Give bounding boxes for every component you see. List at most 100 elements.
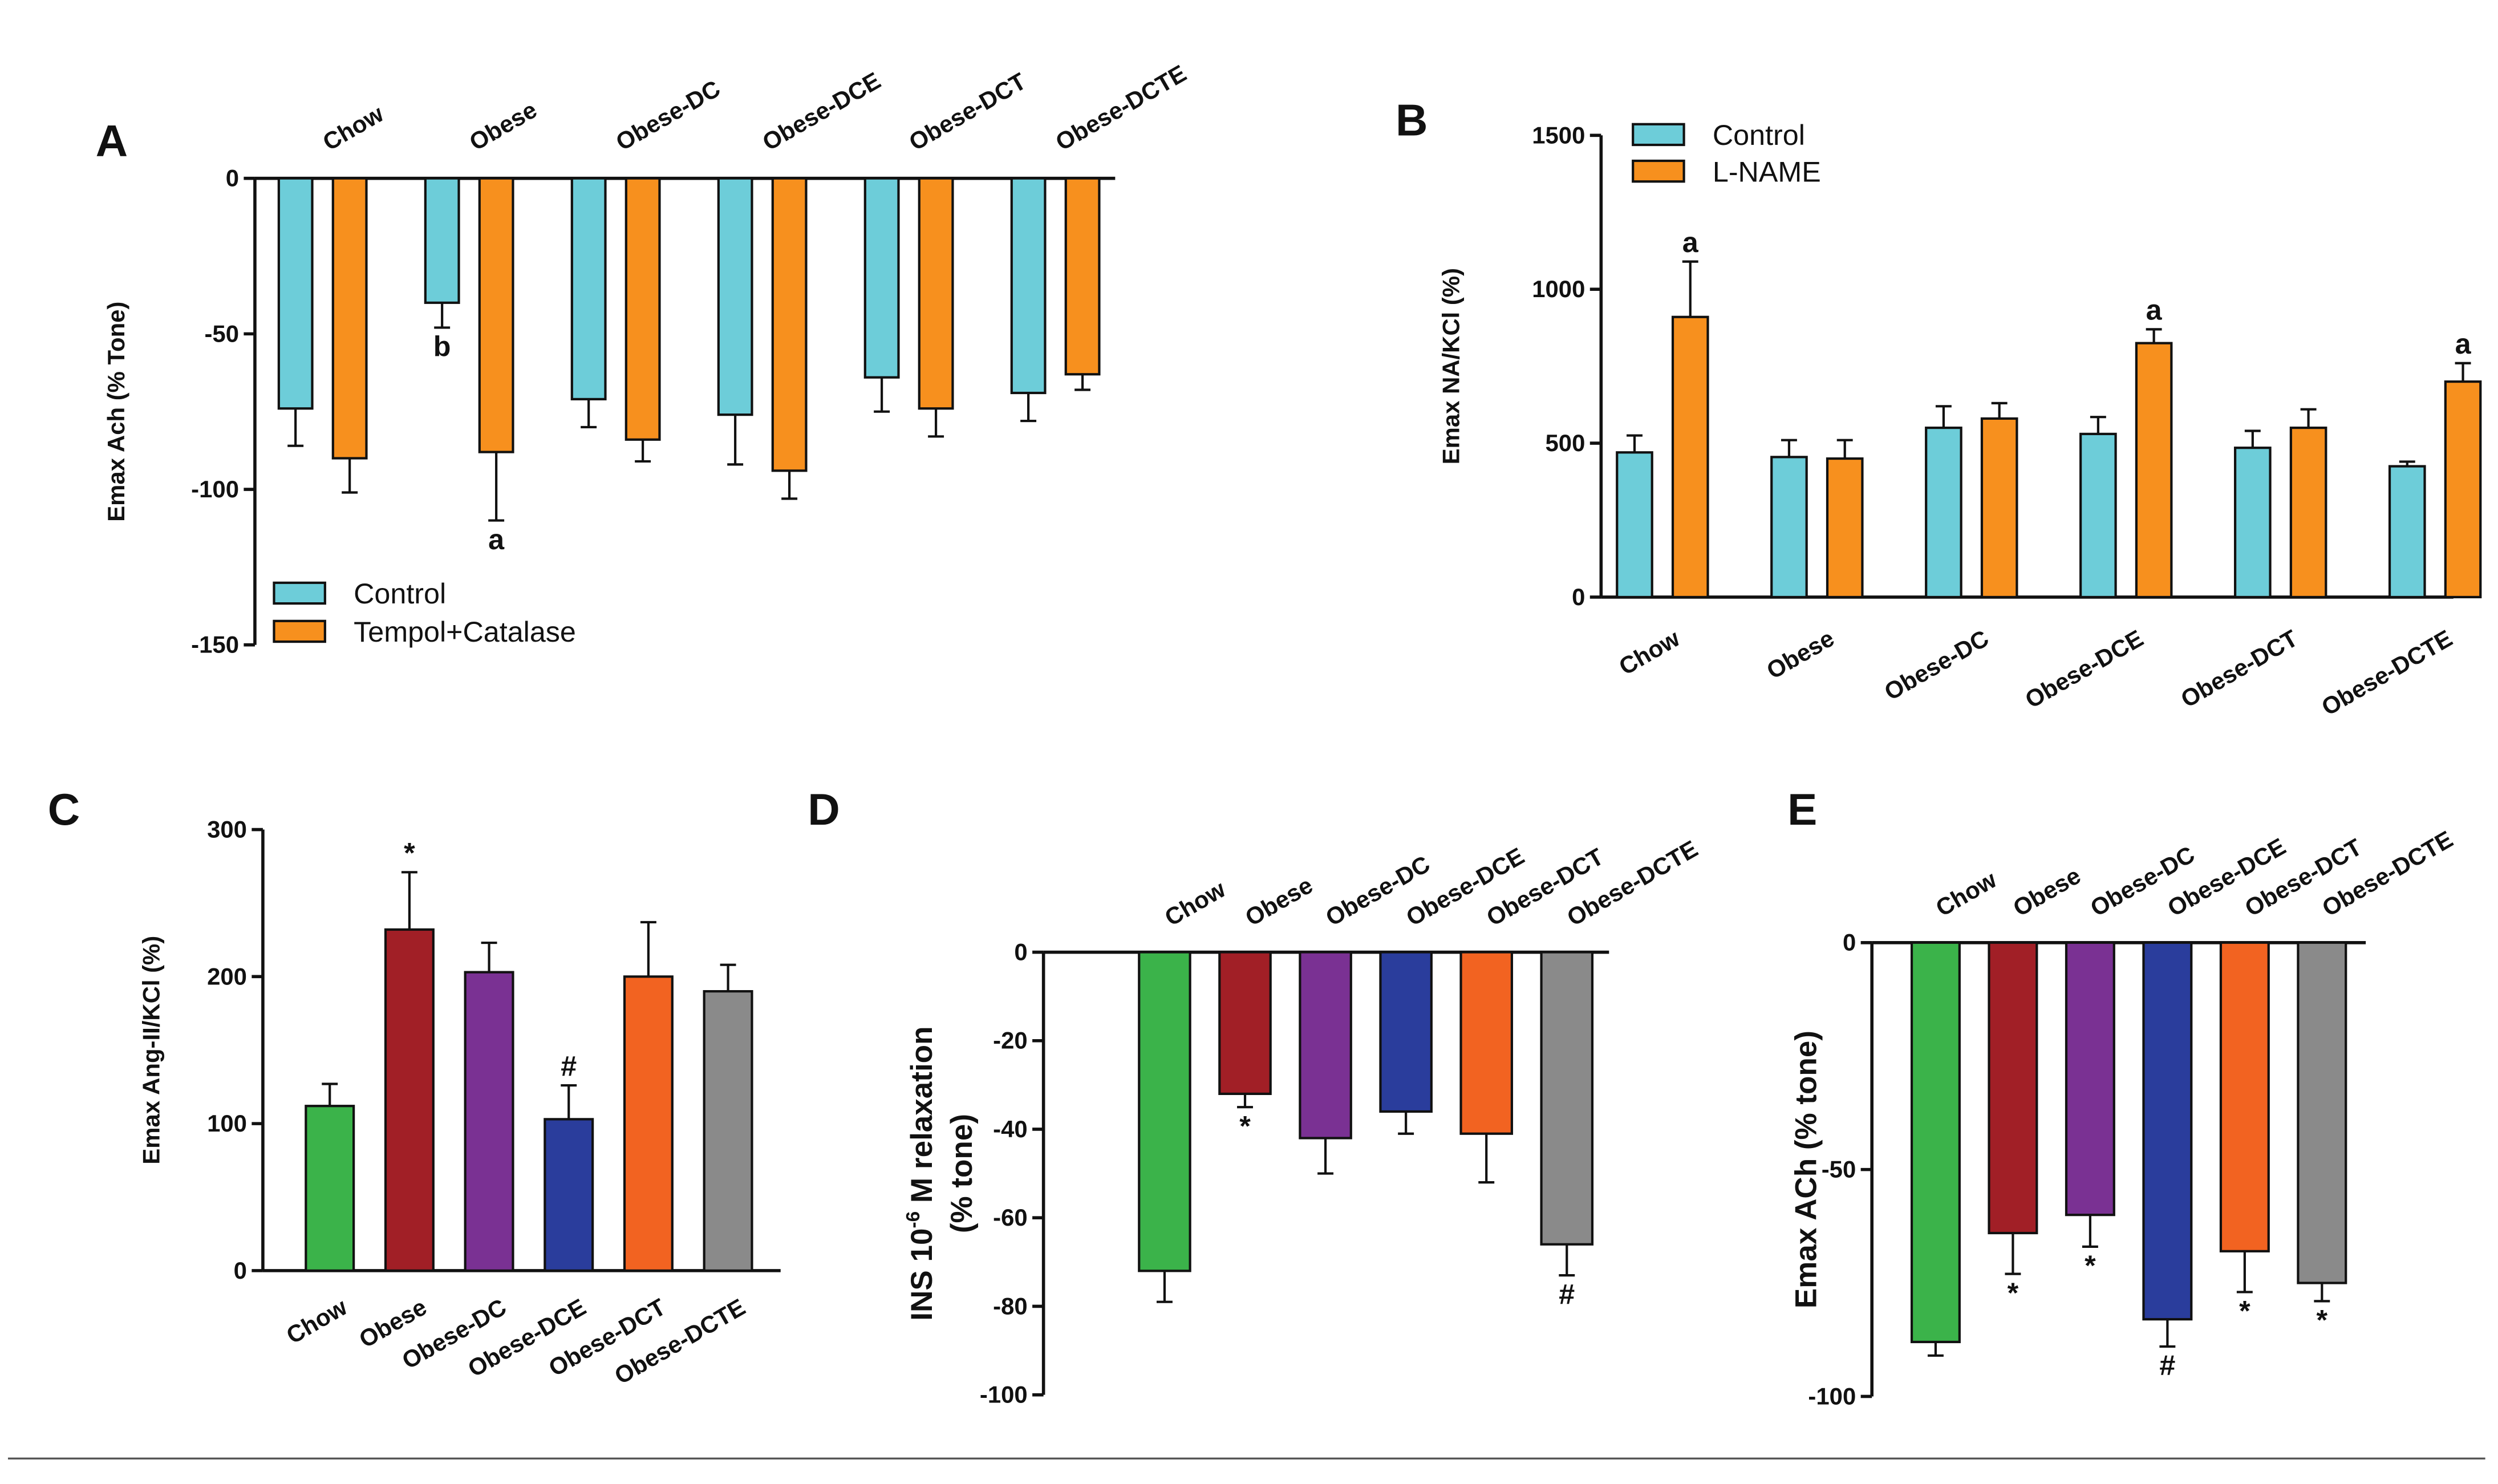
bar-tempol-catalase-obese-dct <box>918 177 954 410</box>
bar-obese <box>1988 941 2038 1235</box>
bar-obese-dcte <box>2297 941 2347 1284</box>
bar-obese-dct <box>1459 951 1514 1135</box>
panel-letter: D <box>808 784 840 834</box>
y-tick-label: 0 <box>234 1257 247 1284</box>
y-axis-label: Emax Ang-II/KCl (%) <box>137 936 164 1165</box>
category-label: Obese-DCT <box>905 67 1031 156</box>
significance-label: a <box>2455 328 2472 360</box>
category-label: Obese <box>1240 871 1317 931</box>
category-label: Chow <box>1615 625 1685 680</box>
panel-a: A 0 -50 -100 -150 Emax Ach (% Tone) Chow b a Obes… <box>96 59 1191 658</box>
significance-label: * <box>2317 1304 2328 1336</box>
bar-obese-dce <box>544 1118 594 1272</box>
bar-obese <box>1218 951 1272 1095</box>
bar-control-obese-dce <box>717 177 753 416</box>
y-tick-label: 500 <box>1546 429 1585 456</box>
bar-tempol-catalase-obese <box>478 177 514 453</box>
legend-swatch <box>273 619 326 643</box>
category-label: Obese-DCTE <box>1051 59 1191 156</box>
y-axis-label: Emax ACh (% tone) <box>1789 1031 1823 1308</box>
bar-l-name-obese-dcte <box>2444 380 2482 599</box>
legend-swatch <box>1632 123 1685 147</box>
y-axis-label: Emax Ach (% Tone) <box>103 302 129 522</box>
panel-d: D 0 -20 -40 -60 -80 -100 INS 10-6 M relaxation(… <box>808 784 1702 1408</box>
bar-tempol-catalase-obese-dc <box>624 177 661 441</box>
category-label: Obese <box>1762 625 1838 684</box>
y-label-part: INS 10 <box>905 1228 939 1321</box>
category-label: Obese-DC <box>611 75 725 156</box>
y-axis-label: Emax NA/KCl (%) <box>1438 268 1465 464</box>
bar-l-name-chow <box>1671 315 1709 599</box>
category-label: Obese-DCE <box>758 67 885 156</box>
bar-chow <box>1910 941 1961 1344</box>
category-label: Chow <box>1160 875 1230 931</box>
y-tick-label: -50 <box>1822 1156 1856 1183</box>
y-tick-label: 300 <box>207 816 247 843</box>
y-tick-label: -100 <box>191 476 239 502</box>
significance-label: # <box>1559 1278 1575 1310</box>
y-tick-label: -150 <box>191 631 239 658</box>
y-tick-label: -40 <box>993 1116 1028 1142</box>
y-tick-label: -80 <box>993 1292 1028 1319</box>
significance-label: a <box>1682 226 1699 258</box>
bar-l-name-obese-dc <box>1980 417 2018 599</box>
bar-chow <box>1138 951 1191 1272</box>
bar-control-obese <box>1770 456 1808 599</box>
y-tick-label: -100 <box>1808 1382 1856 1409</box>
category-label: Chow <box>282 1293 352 1349</box>
significance-label: # <box>2159 1349 2175 1381</box>
bar-control-obese <box>424 177 460 304</box>
y-tick-label: 0 <box>1014 938 1027 965</box>
panel-e: E 0 -50 -100 Emax ACh (% tone) Chow * Obese * Obe… <box>1787 784 2458 1409</box>
y-tick-label: 0 <box>226 165 239 192</box>
bar-obese-dc <box>464 971 514 1272</box>
y-tick-label: -50 <box>204 320 239 347</box>
bar-chow <box>305 1105 355 1272</box>
category-label: Chow <box>318 100 388 156</box>
y-tick-label: -100 <box>980 1381 1028 1408</box>
bar-tempol-catalase-obese-dcte <box>1064 177 1101 376</box>
bar-obese <box>384 928 435 1272</box>
y-axis-label: INS 10-6 M relaxation <box>903 1027 939 1321</box>
bar-l-name-obese <box>1826 457 1864 599</box>
y-tick-label: 1000 <box>1532 275 1585 302</box>
category-label: Obese <box>2009 862 2085 922</box>
bar-tempol-catalase-obese-dce <box>771 177 808 472</box>
significance-label: * <box>404 837 415 869</box>
bar-control-chow <box>277 177 314 410</box>
bar-obese-dce <box>2142 941 2193 1321</box>
significance-label: * <box>2239 1295 2250 1327</box>
y-label-part: M relaxation <box>905 1027 939 1211</box>
significance-label: * <box>2008 1277 2019 1309</box>
bar-l-name-obese-dce <box>2135 342 2173 599</box>
bar-control-obese-dct <box>863 177 900 379</box>
bar-control-obese-dce <box>2079 432 2117 599</box>
panel-b: B 0 500 1000 1500 Emax NA/KCl (%) a Chow Obese Ob… <box>1396 95 2482 721</box>
bar-l-name-obese-dct <box>2289 426 2327 599</box>
legend-label: Control <box>1713 119 1805 151</box>
bar-control-obese-dct <box>2233 447 2272 599</box>
bar-obese-dcte <box>1540 951 1594 1246</box>
y-tick-label: 0 <box>1572 583 1585 610</box>
bar-control-obese-dc <box>570 177 607 400</box>
category-label: Obese-DCT <box>2176 625 2302 713</box>
bar-control-obese-dcte <box>1010 177 1047 395</box>
y-tick-label: 1500 <box>1532 121 1585 148</box>
y-tick-label: -20 <box>993 1027 1028 1054</box>
legend-swatch <box>1632 159 1685 183</box>
significance-label: a <box>2146 294 2163 326</box>
bar-tempol-catalase-chow <box>331 177 368 460</box>
bar-obese-dcte <box>703 990 753 1272</box>
category-label: Chow <box>1931 866 2001 922</box>
category-label: Obese-DCE <box>2021 625 2148 713</box>
category-label: Obese-DCTE <box>2317 625 2456 721</box>
y-tick-label: 200 <box>207 963 247 990</box>
bar-control-chow <box>1616 451 1653 599</box>
significance-label: b <box>433 331 451 363</box>
legend-swatch <box>273 581 326 605</box>
significance-label: a <box>488 524 505 556</box>
y-tick-label: 100 <box>207 1110 247 1137</box>
significance-label: * <box>2085 1250 2096 1282</box>
